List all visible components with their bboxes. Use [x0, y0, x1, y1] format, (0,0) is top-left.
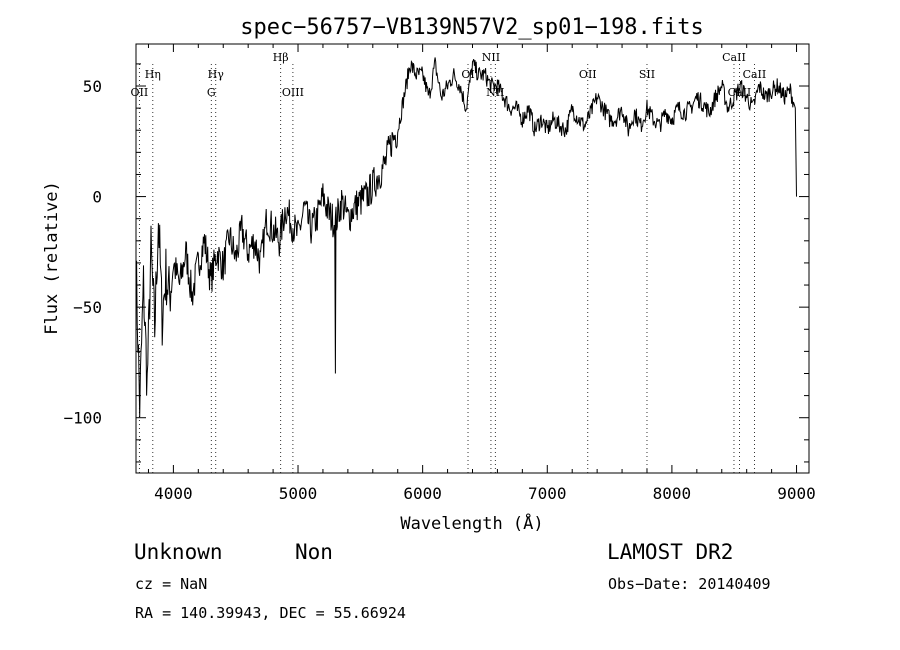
y-tick-label: −50 [73, 298, 102, 317]
spectral-line-label: Hη [145, 68, 161, 81]
x-tick-label: 4000 [154, 484, 193, 503]
y-axis-label: Flux (relative) [42, 181, 62, 335]
spectral-line-label: Hβ [273, 51, 289, 64]
spectral-line-label: OIII [282, 86, 304, 99]
x-tick-label: 9000 [777, 484, 816, 503]
x-tick-label: 6000 [403, 484, 442, 503]
class-label: Unknown [134, 540, 223, 564]
subclass-label: Non [295, 540, 333, 564]
spectral-line-label: NII [482, 51, 500, 64]
obs-date: Obs−Date: 20140409 [608, 575, 771, 593]
x-tick-label: 7000 [528, 484, 567, 503]
spectrum-series-line [135, 57, 797, 418]
x-tick-label: 5000 [279, 484, 318, 503]
chart-title: spec−56757−VB139N57V2_sp01−198.fits [240, 15, 704, 40]
survey-label: LAMOST DR2 [607, 540, 734, 564]
spectral-line-label: CaII [722, 51, 746, 64]
spectral-line-label: G [207, 86, 216, 99]
x-axis-label: Wavelength (Å) [400, 512, 543, 534]
y-tick-label: 50 [83, 77, 102, 96]
x-tick-label: 8000 [653, 484, 692, 503]
redshift-value: cz = NaN [135, 575, 208, 593]
spectral-line-label: OII [131, 86, 149, 99]
spectral-line-label: SII [639, 68, 655, 81]
axis-ticks: 4000 5000 6000 7000 8000 9000 50 0 −50 −100 [63, 44, 816, 503]
y-tick-label: 0 [92, 188, 102, 207]
y-tick-label: −100 [63, 409, 102, 428]
spectral-line-label: OII [579, 68, 597, 81]
spectral-line-label: CaII [743, 68, 767, 81]
coordinates: RA = 140.39943, DEC = 55.66924 [135, 604, 406, 622]
spectral-line-label: OI [461, 68, 474, 81]
spectral-line-label: Hγ [208, 68, 225, 81]
